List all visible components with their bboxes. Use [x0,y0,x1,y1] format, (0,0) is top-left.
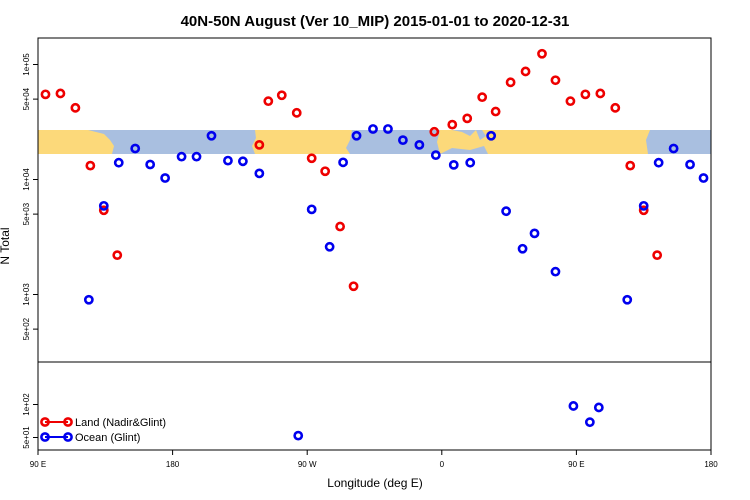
land-point [638,205,649,216]
x-tick-label: 0 [440,460,445,469]
legend-ocean-marker [40,432,50,442]
x-tick-label: 180 [166,460,180,469]
ocean-point [206,130,217,141]
land-point [55,88,66,99]
ocean-point [448,159,459,170]
ocean-point [398,135,408,146]
ocean-point [368,124,378,134]
land-point [595,88,606,99]
ocean-point [668,143,679,154]
land-point [652,250,663,261]
ocean-point [98,200,109,211]
ocean-point [550,266,561,277]
y-tick-label: 1e+05 [22,53,31,76]
y-tick-label: 5e+01 [22,426,31,449]
ocean-point [191,151,202,162]
land-point [291,107,302,118]
ocean-point [176,151,187,162]
x-tick-label: 180 [704,460,718,469]
y-tick-label: 1e+03 [22,283,31,306]
land-point [625,160,636,171]
ocean-point [622,294,633,305]
land-point [447,119,458,130]
plot-frame [37,37,712,451]
land-point [320,166,331,177]
x-axis-label: Longitude (deg E) [327,476,422,490]
chart-title: 40N-50N August (Ver 10_MIP) 2015-01-01 t… [181,13,570,30]
ocean-point [430,150,441,160]
legend-land-label: Land (Nadir&Glint) [75,417,166,429]
legend-ocean-label: Ocean (Glint) [75,432,140,444]
ocean-point [414,139,425,150]
x-tick-label: 90 W [298,460,317,469]
land-point [565,96,576,107]
land-point [276,90,287,101]
land-point [550,75,561,86]
ocean-point [584,417,595,428]
ocean-point [160,173,171,183]
ocean-point [351,130,362,141]
legend: Land (Nadir&Glint) Ocean (Glint) [40,417,166,444]
land-point [348,281,359,292]
ocean-point [338,157,348,168]
y-tick-label: 1e+04 [22,168,31,191]
land-point [85,160,96,171]
y-tick-label: 5e+02 [22,317,31,340]
land-point [490,106,501,117]
ocean-point [293,430,304,441]
ocean-point [145,159,156,170]
land-point [610,102,621,113]
ocean-point [83,294,94,305]
ocean-point [486,130,497,141]
ocean-point [383,124,393,134]
land-point [254,139,265,150]
ocean-point [593,402,604,413]
ocean-point [501,206,512,217]
y-tick-label: 5e+04 [22,87,31,110]
ocean-point [223,155,233,166]
land-point [70,102,81,113]
x-axis: 90 E 180 90 W 0 90 E 180 [30,450,718,469]
y-tick-label: 5e+03 [22,202,31,225]
legend-land-marker [63,417,73,427]
ocean-point [113,157,124,168]
ocean-point [529,228,540,239]
ocean-point [698,173,709,183]
land-point [335,221,346,232]
ocean-point [130,143,141,154]
y-axis-label: N Total [0,227,12,264]
ocean-point [653,157,664,168]
ocean-point [465,157,476,168]
data-points [40,48,709,441]
legend-land-marker [40,417,50,427]
land-point [263,96,274,107]
land-point [40,89,51,100]
land-point [477,92,488,103]
ocean-point [638,200,649,211]
land-point [580,89,591,100]
land-point [462,113,473,124]
land-point [306,153,317,164]
land-point [429,126,440,137]
land-point [98,205,109,216]
y-axis: 5e+02 1e+03 5e+03 1e+04 5e+04 1e+05 5e+01 1e+02 [22,53,38,449]
ocean-point [237,156,248,167]
x-tick-label: 90 E [30,460,46,469]
land-point [505,77,516,88]
ocean-point [306,204,317,215]
land-point [537,48,547,59]
ocean-point [517,243,528,254]
legend-ocean-marker [63,432,73,442]
ocean-point [324,241,335,252]
ocean-point [568,401,579,411]
ocean-point [254,168,265,179]
y-tick-label: 1e+02 [22,393,31,416]
world-map-strip [38,130,711,154]
ocean-point [685,159,695,170]
land-point [112,250,123,261]
land-point [520,66,531,77]
x-tick-label: 90 E [568,460,584,469]
